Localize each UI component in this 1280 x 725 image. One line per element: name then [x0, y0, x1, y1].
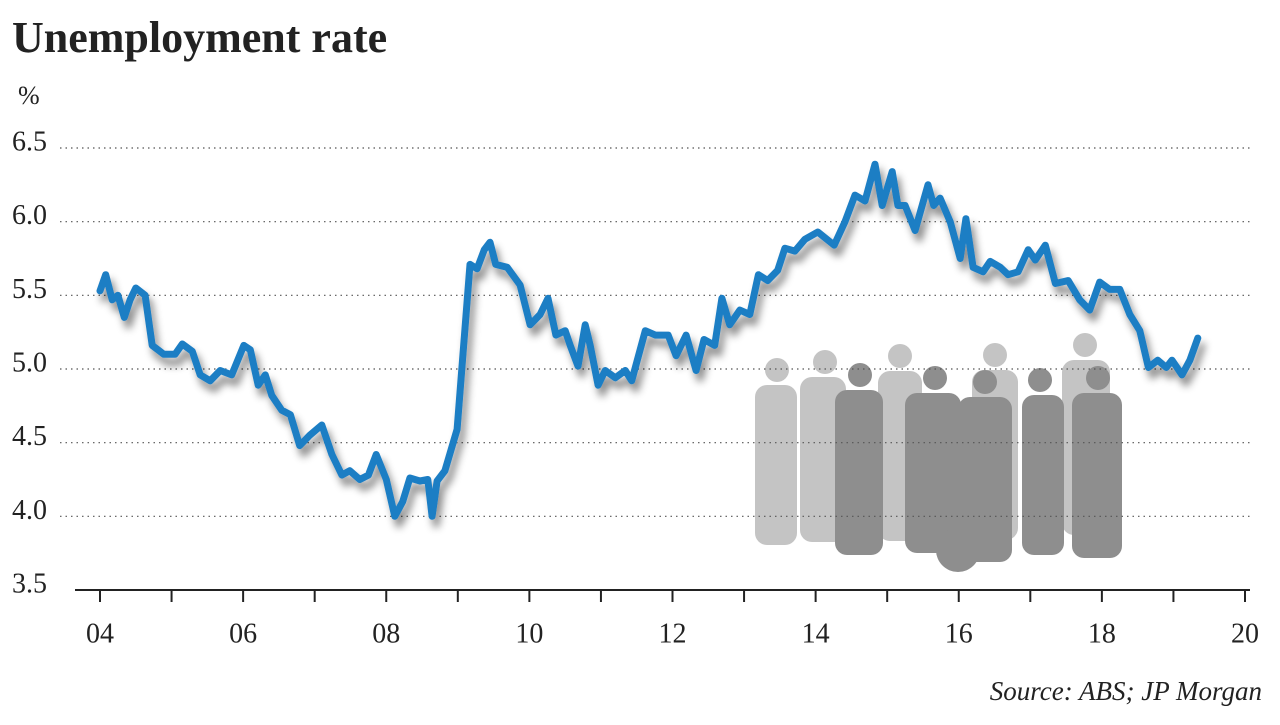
series-line — [96, 160, 1202, 520]
y-tick-label: 5.0 — [12, 347, 47, 378]
y-tick-label: 4.5 — [12, 421, 47, 452]
x-tick-label: 14 — [802, 618, 830, 649]
x-tick-label: 18 — [1088, 618, 1116, 649]
y-tick-label: 3.5 — [12, 568, 47, 599]
y-tick-label: 5.5 — [12, 274, 47, 305]
x-tick-label: 04 — [86, 618, 114, 649]
x-tick-label: 16 — [945, 618, 973, 649]
y-tick-label: 4.0 — [12, 495, 47, 526]
source: Source: ABS; JP Morgan — [990, 676, 1262, 706]
people-illustration — [835, 363, 1122, 572]
y-tick-label: 6.0 — [12, 200, 47, 231]
x-tick-label: 12 — [659, 618, 687, 649]
x-tick-label: 10 — [515, 618, 543, 649]
x-tick-label: 06 — [229, 618, 257, 649]
chart-title: Unemployment rate — [12, 13, 387, 62]
x-tick-label: 08 — [372, 618, 400, 649]
x-tick-label: 20 — [1231, 618, 1259, 649]
y-tick-label: 6.5 — [12, 126, 47, 157]
y-axis-label: % — [18, 81, 40, 110]
